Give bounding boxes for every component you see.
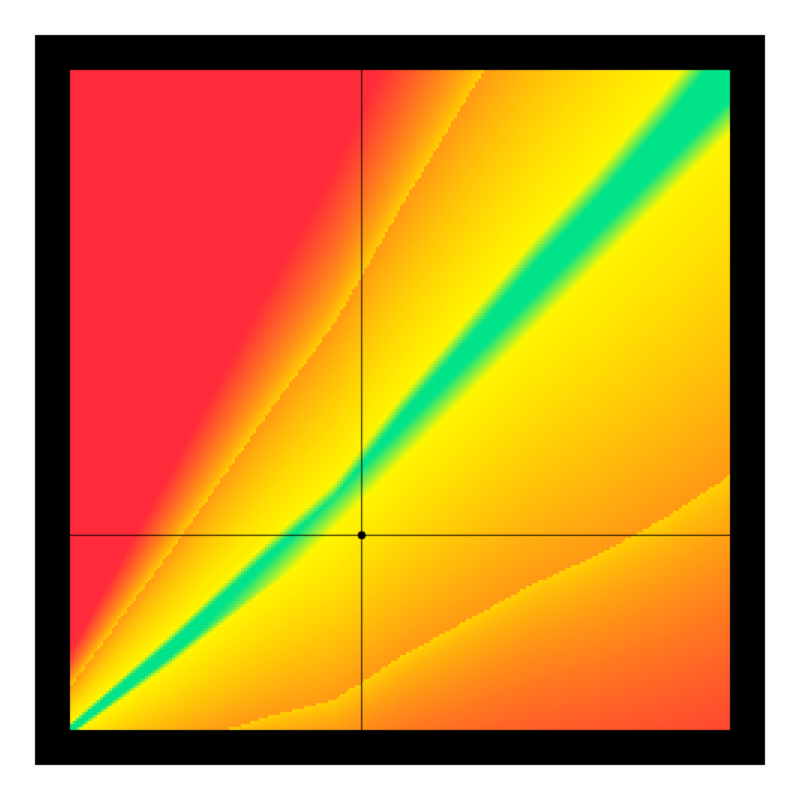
chart-container: TheBottleneck.com xyxy=(0,0,800,800)
bottleneck-heatmap xyxy=(0,0,800,800)
